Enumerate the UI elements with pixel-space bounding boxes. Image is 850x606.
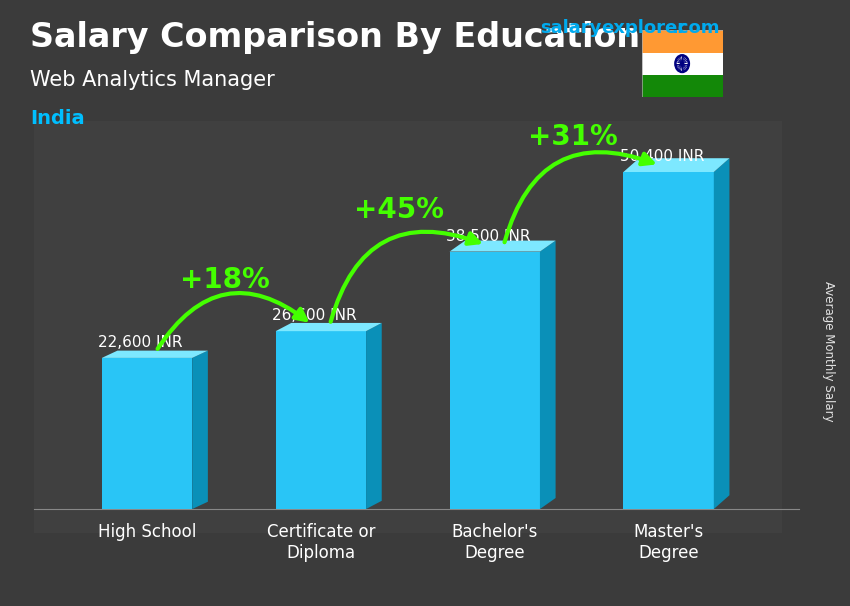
Text: Average Monthly Salary: Average Monthly Salary bbox=[822, 281, 836, 422]
Text: salary: salary bbox=[540, 19, 601, 38]
Polygon shape bbox=[714, 158, 729, 509]
Bar bbox=[623, 172, 714, 509]
Text: Salary Comparison By Education: Salary Comparison By Education bbox=[30, 21, 640, 54]
Bar bbox=[275, 331, 366, 509]
Bar bbox=[642, 53, 722, 75]
Text: Web Analytics Manager: Web Analytics Manager bbox=[30, 70, 275, 90]
Bar bbox=[642, 75, 722, 97]
Text: 50,400 INR: 50,400 INR bbox=[620, 149, 705, 164]
Text: 26,600 INR: 26,600 INR bbox=[272, 308, 357, 323]
Text: .com: .com bbox=[671, 19, 719, 38]
Text: India: India bbox=[30, 109, 84, 128]
Text: 22,600 INR: 22,600 INR bbox=[99, 335, 183, 350]
Text: +45%: +45% bbox=[354, 196, 444, 224]
Text: +31%: +31% bbox=[528, 123, 618, 152]
Bar bbox=[102, 358, 192, 509]
Text: +18%: +18% bbox=[180, 267, 270, 295]
Polygon shape bbox=[275, 323, 382, 331]
Polygon shape bbox=[102, 351, 208, 358]
Polygon shape bbox=[450, 241, 556, 251]
Polygon shape bbox=[366, 323, 382, 509]
Bar bbox=[450, 251, 540, 509]
Bar bbox=[642, 30, 722, 53]
Polygon shape bbox=[623, 158, 729, 172]
Text: explorer: explorer bbox=[601, 19, 686, 38]
Polygon shape bbox=[540, 241, 556, 509]
Polygon shape bbox=[192, 351, 208, 509]
Circle shape bbox=[681, 62, 683, 65]
Text: 38,500 INR: 38,500 INR bbox=[446, 228, 530, 244]
